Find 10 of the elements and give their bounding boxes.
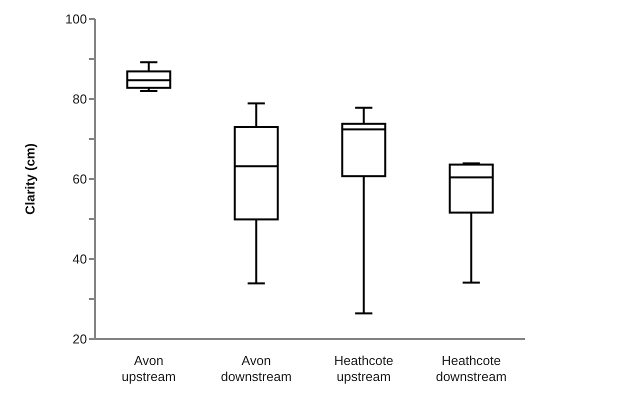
- y-tick-label: 100: [65, 12, 87, 27]
- y-tick-label: 60: [72, 172, 87, 187]
- y-tick-label: 20: [72, 332, 87, 347]
- y-tick-label: 80: [72, 92, 87, 107]
- x-tick-label: Avon upstream: [122, 353, 176, 384]
- x-tick-label: Heathcote downstream: [436, 353, 507, 384]
- x-tick-label: Heathcote upstream: [334, 353, 394, 384]
- x-tick-label: Avon downstream: [220, 353, 292, 384]
- y-axis-title: Clarity (cm): [22, 143, 38, 215]
- y-tick-label: 40: [72, 252, 87, 267]
